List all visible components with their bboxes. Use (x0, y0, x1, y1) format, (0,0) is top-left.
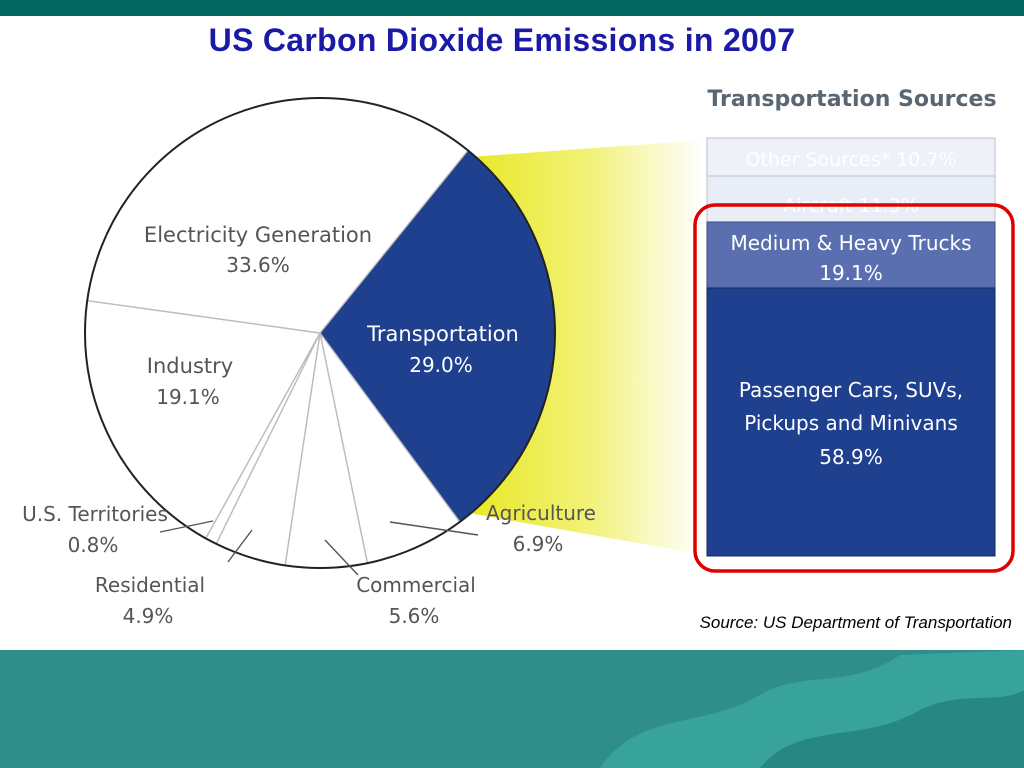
slide-title: US Carbon Dioxide Emissions in 2007 (208, 22, 796, 58)
value-territories: 0.8% (68, 533, 119, 557)
source-note: Source: US Department of Transportation (699, 613, 1012, 632)
bar-value-cars: 58.9% (819, 445, 883, 469)
bar-chart-title: Transportation Sources (707, 87, 996, 112)
value-agriculture: 6.9% (513, 532, 564, 556)
bar-value-trucks: 19.1% (819, 261, 883, 285)
value-industry: 19.1% (156, 385, 220, 409)
bar-label-cars-1: Passenger Cars, SUVs, (739, 378, 963, 402)
callout-lines (159, 520, 479, 576)
value-transportation: 29.0% (409, 353, 473, 377)
label-territories: U.S. Territories (22, 502, 168, 526)
label-industry: Industry (147, 354, 233, 378)
label-commercial: Commercial (356, 573, 476, 597)
emissions-chart: Electricity Generation 33.6% Industry 19… (22, 87, 1015, 628)
bottom-band (0, 650, 1024, 768)
pie-labels: Electricity Generation 33.6% Industry 19… (22, 223, 596, 628)
bar-segment-trucks (706, 221, 996, 289)
bar-segment-cars (706, 287, 996, 557)
leader-territories (159, 520, 214, 533)
stacked-bar (706, 137, 996, 557)
pie-rim (84, 97, 556, 569)
bar-label-trucks: Medium & Heavy Trucks (730, 231, 971, 255)
label-residential: Residential (95, 573, 205, 597)
bottom-band-shape-2 (760, 690, 1024, 768)
pie-chart (84, 97, 556, 569)
top-band (0, 0, 1024, 16)
leader-agriculture (389, 521, 479, 536)
label-electricity: Electricity Generation (144, 223, 372, 247)
value-electricity: 33.6% (226, 253, 290, 277)
highlight-outline (693, 203, 1015, 573)
bar-label-other: Other Sources* 10.7% (745, 149, 956, 171)
bar-label-cars-2: Pickups and Minivans (744, 411, 958, 435)
value-commercial: 5.6% (389, 604, 440, 628)
leader-commercial (324, 539, 359, 576)
label-agriculture: Agriculture (486, 501, 596, 525)
value-residential: 4.9% (123, 604, 174, 628)
leader-residential (227, 529, 253, 563)
label-transportation: Transportation (366, 322, 519, 346)
